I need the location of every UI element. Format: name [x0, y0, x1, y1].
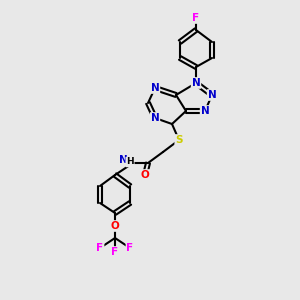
Text: F: F: [192, 13, 200, 23]
Text: N: N: [192, 78, 200, 88]
Text: H: H: [126, 158, 134, 166]
Text: N: N: [151, 83, 159, 93]
Text: O: O: [111, 221, 119, 231]
Text: N: N: [151, 113, 159, 123]
Text: N: N: [118, 155, 127, 165]
Text: F: F: [126, 243, 134, 253]
Text: F: F: [96, 243, 103, 253]
Text: S: S: [175, 135, 183, 145]
Text: O: O: [141, 170, 149, 180]
Text: N: N: [201, 106, 209, 116]
Text: N: N: [208, 90, 216, 100]
Text: F: F: [111, 247, 118, 257]
